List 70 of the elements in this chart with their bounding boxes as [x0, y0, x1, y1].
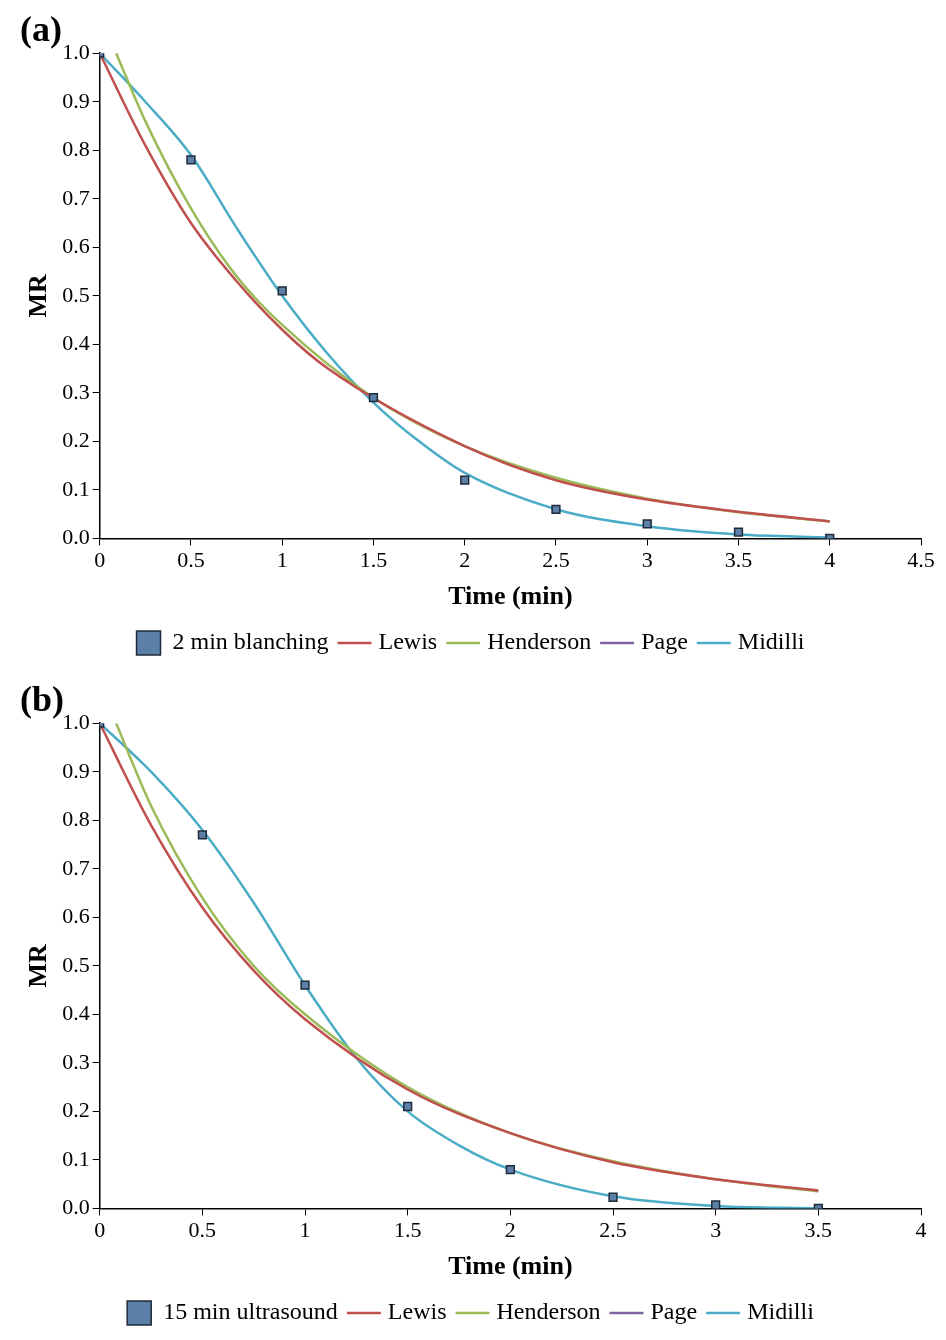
x-axis-title: Time (min): [448, 1251, 573, 1281]
point: [551, 504, 561, 514]
x-tick-label: 4: [915, 1217, 927, 1243]
x-tick-label: 4.5: [907, 547, 935, 573]
point: [711, 1200, 721, 1209]
chart-title: (a): [20, 8, 62, 49]
y-tick-label: 0.3: [62, 378, 90, 404]
y-tick-label: 1.0: [62, 708, 90, 734]
y-tick-label: 0.8: [62, 806, 90, 832]
legend-label: Midilli: [737, 628, 805, 655]
x-tick-label: 1.5: [359, 547, 388, 573]
y-tick-label: 0.1: [62, 475, 90, 501]
y-tick-label: 0.6: [62, 903, 90, 929]
point: [277, 286, 287, 296]
y-tick-label: 0.0: [62, 524, 90, 550]
y-tick-label: 0.7: [62, 854, 90, 880]
y-tick-label: 0.7: [62, 184, 90, 210]
point: [368, 393, 379, 403]
x-tick-label: 3: [710, 1217, 722, 1243]
y-tick-label: 0.0: [62, 1194, 90, 1220]
point: [460, 475, 470, 485]
x-tick-label: 1: [276, 547, 288, 573]
y-axis-title: MR: [23, 943, 53, 988]
x-tick-label: 2.5: [599, 1217, 627, 1243]
y-tick-label: 0.5: [62, 281, 90, 307]
y-tick-label: 0.5: [62, 951, 90, 977]
x-tick-label: 2.5: [542, 547, 570, 573]
legend-label: Page: [641, 628, 688, 655]
x-tick-label: 2: [459, 547, 471, 573]
point: [505, 1164, 515, 1175]
legend-label: Lewis: [387, 1298, 447, 1325]
x-tick-label: 1: [299, 1217, 311, 1243]
legend-label: Lewis: [378, 628, 438, 655]
y-tick-label: 0.8: [62, 136, 90, 162]
x-tick-label: 1.5: [393, 1217, 422, 1243]
point: [186, 155, 196, 165]
y-tick-label: 0.1: [62, 1145, 90, 1171]
point: [300, 980, 310, 990]
y-tick-label: 0.4: [62, 1000, 90, 1026]
legend-label: Henderson: [496, 1298, 601, 1325]
point: [733, 527, 744, 537]
legend-label: Page: [650, 1298, 698, 1325]
x-axis-title: Time (min): [448, 581, 573, 611]
point: [403, 1101, 413, 1112]
x-tick-label: 3: [641, 547, 653, 573]
point: [608, 1192, 618, 1202]
x-tick-label: 3.5: [804, 1217, 833, 1243]
x-tick-label: 0: [94, 1217, 106, 1243]
y-tick-label: 0.6: [62, 233, 90, 259]
chart-title: (b): [20, 678, 64, 719]
legend-label: Midilli: [747, 1298, 815, 1325]
x-tick-label: 0.5: [177, 547, 205, 573]
y-tick-label: 0.4: [62, 330, 90, 356]
y-tick-label: 0.2: [62, 427, 90, 453]
legend-label: 15 min ultrasound: [163, 1298, 338, 1325]
x-tick-label: 3.5: [724, 547, 753, 573]
y-tick-label: 1.0: [62, 38, 90, 64]
y-tick-label: 0.3: [62, 1048, 90, 1074]
y-axis-title: MR: [23, 273, 53, 318]
x-tick-label: 4: [824, 547, 836, 573]
x-tick-label: 0.5: [188, 1217, 217, 1243]
x-tick-label: 2: [504, 1217, 516, 1243]
point: [197, 830, 207, 840]
y-tick-label: 0.9: [62, 87, 90, 113]
point: [642, 519, 652, 529]
y-tick-label: 0.2: [62, 1097, 90, 1123]
x-tick-label: 0: [94, 547, 106, 573]
y-tick-label: 0.9: [62, 757, 90, 783]
legend-label: 2 min blanching: [172, 628, 329, 655]
legend-label: Henderson: [487, 628, 592, 655]
